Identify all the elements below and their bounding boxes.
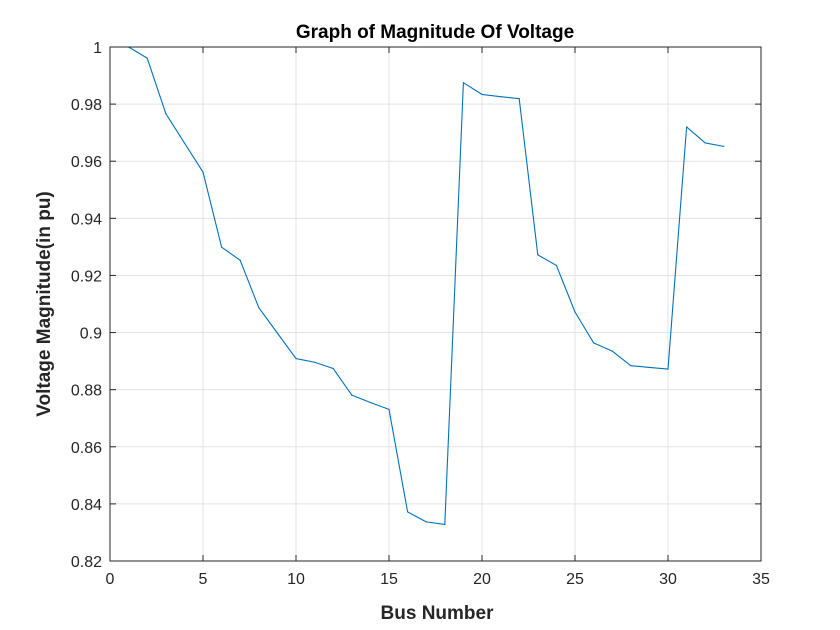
data-point <box>704 142 706 144</box>
data-point <box>648 366 651 368</box>
y-tick-labels: 0.82 0.84 0.86 0.88 0.9 0.92 0.94 0.96 0.98 1 <box>71 40 102 571</box>
axes-box <box>109 46 762 562</box>
data-point <box>425 521 427 523</box>
data-point <box>667 368 669 370</box>
x-tick-label: 5 <box>199 571 208 588</box>
x-tick-label: 35 <box>752 571 770 588</box>
series-group <box>128 46 725 526</box>
data-point <box>537 254 539 256</box>
x-tick-label: 10 <box>287 571 305 588</box>
x-tick-label: 30 <box>659 571 677 588</box>
data-point <box>407 511 409 513</box>
y-tick-label: 0.86 <box>71 440 102 457</box>
data-point <box>444 523 446 526</box>
x-axis-title: Bus Number <box>381 603 495 624</box>
y-tick-label: 0.9 <box>80 326 102 343</box>
x-tick-label: 15 <box>380 571 398 588</box>
data-point <box>630 365 632 367</box>
data-point <box>574 311 576 313</box>
data-point <box>183 142 185 144</box>
x-tick-labels: 0 5 10 15 20 25 30 35 <box>106 571 770 588</box>
data-point <box>593 342 595 344</box>
x-tick-label: 25 <box>566 571 584 588</box>
data-point <box>351 394 353 396</box>
data-point <box>258 307 260 309</box>
data-point <box>221 246 223 248</box>
y-tick-label: 0.84 <box>71 497 102 514</box>
chart-title: Graph of Magnitude Of Voltage <box>296 22 574 43</box>
y-axis-title: Voltage Magnitude(in pu) <box>34 191 55 417</box>
data-point <box>686 126 688 128</box>
x-tick-label: 20 <box>473 571 491 588</box>
data-point <box>500 96 502 98</box>
data-point <box>723 145 725 147</box>
y-tick-label: 0.98 <box>71 97 102 114</box>
data-point <box>462 82 464 84</box>
data-point <box>611 350 613 352</box>
tick-marks <box>109 46 762 562</box>
data-point <box>276 332 278 334</box>
data-point <box>388 408 390 410</box>
data-point <box>165 112 167 115</box>
data-point <box>146 57 148 59</box>
y-tick-label: 1 <box>93 40 102 57</box>
x-tick-label: 0 <box>106 571 115 588</box>
data-point <box>332 367 334 370</box>
plot-area <box>110 47 761 561</box>
data-point <box>202 171 204 173</box>
y-tick-label: 0.92 <box>71 268 102 285</box>
data-point <box>481 93 483 96</box>
y-tick-label: 0.82 <box>71 554 102 571</box>
y-tick-label: 0.88 <box>71 383 102 400</box>
data-point <box>239 259 241 261</box>
data-point <box>555 264 558 267</box>
grid-lines <box>110 47 761 561</box>
data-point <box>314 361 316 363</box>
data-point <box>295 357 297 360</box>
y-tick-label: 0.96 <box>71 154 102 171</box>
data-point <box>369 401 371 404</box>
data-point <box>518 98 520 100</box>
y-tick-label: 0.94 <box>71 211 102 228</box>
